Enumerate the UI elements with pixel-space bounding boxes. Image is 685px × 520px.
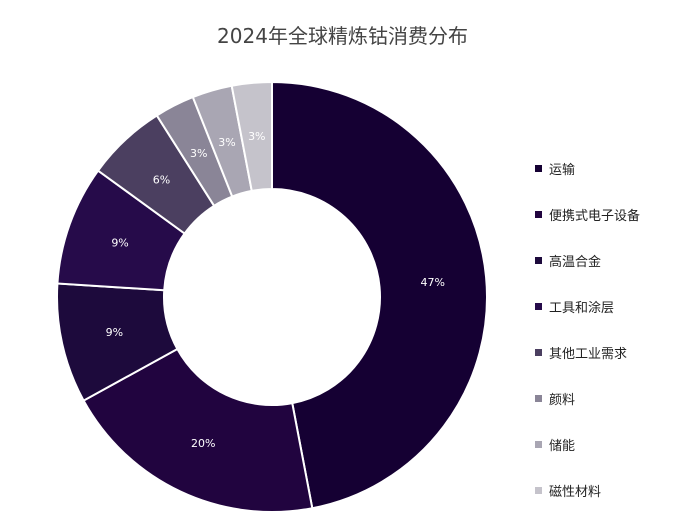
data-label-1: 47% bbox=[421, 276, 445, 289]
legend-label: 磁性材料 bbox=[549, 484, 602, 500]
legend-swatch bbox=[535, 440, 542, 448]
legend: 运输便携式电子设备 高温合金工具和涂层其他工业需求 颜料储能磁性材料 bbox=[535, 145, 640, 513]
legend-item[interactable]: 工具和涂层 bbox=[535, 283, 640, 329]
legend-label: 其他工业需求 bbox=[549, 346, 628, 362]
legend-swatch bbox=[535, 348, 542, 356]
slice-8[interactable] bbox=[230, 80, 273, 193]
legend-item[interactable]: 其他工业需求 bbox=[535, 329, 640, 375]
legend-item[interactable]: 磁性材料 bbox=[535, 467, 640, 513]
data-label-8: 3% bbox=[248, 130, 265, 143]
legend-swatch bbox=[535, 394, 542, 402]
data-label-6: 3% bbox=[190, 147, 207, 160]
legend-label: 便携式电子设备 bbox=[549, 208, 641, 224]
slice-2[interactable] bbox=[82, 347, 314, 513]
slice-1[interactable] bbox=[271, 80, 488, 510]
data-label-5: 6% bbox=[153, 173, 170, 186]
legend-swatch bbox=[535, 256, 542, 264]
data-label-7: 3% bbox=[218, 136, 235, 149]
legend-item[interactable]: 储能 bbox=[535, 421, 640, 467]
legend-label: 储能 bbox=[549, 438, 576, 454]
legend-label: 运输 bbox=[549, 162, 576, 178]
legend-label: 工具和涂层 bbox=[549, 300, 615, 316]
data-label-2: 20% bbox=[191, 437, 215, 450]
legend-item[interactable]: 高温合金 bbox=[535, 237, 640, 283]
legend-item[interactable]: 颜料 bbox=[535, 375, 640, 421]
chart-title: 2024年全球精炼钴消费分布 bbox=[217, 24, 468, 48]
legend-label: 颜料 bbox=[549, 392, 576, 408]
legend-item[interactable]: 运输 bbox=[535, 145, 640, 191]
legend-swatch bbox=[535, 486, 542, 494]
legend-swatch bbox=[535, 302, 542, 310]
legend-swatch bbox=[535, 164, 542, 172]
legend-swatch bbox=[535, 210, 542, 218]
data-label-3: 9% bbox=[106, 326, 123, 339]
legend-label: 高温合金 bbox=[549, 254, 602, 270]
legend-item[interactable]: 便携式电子设备 bbox=[535, 191, 640, 237]
data-label-4: 9% bbox=[111, 236, 128, 249]
